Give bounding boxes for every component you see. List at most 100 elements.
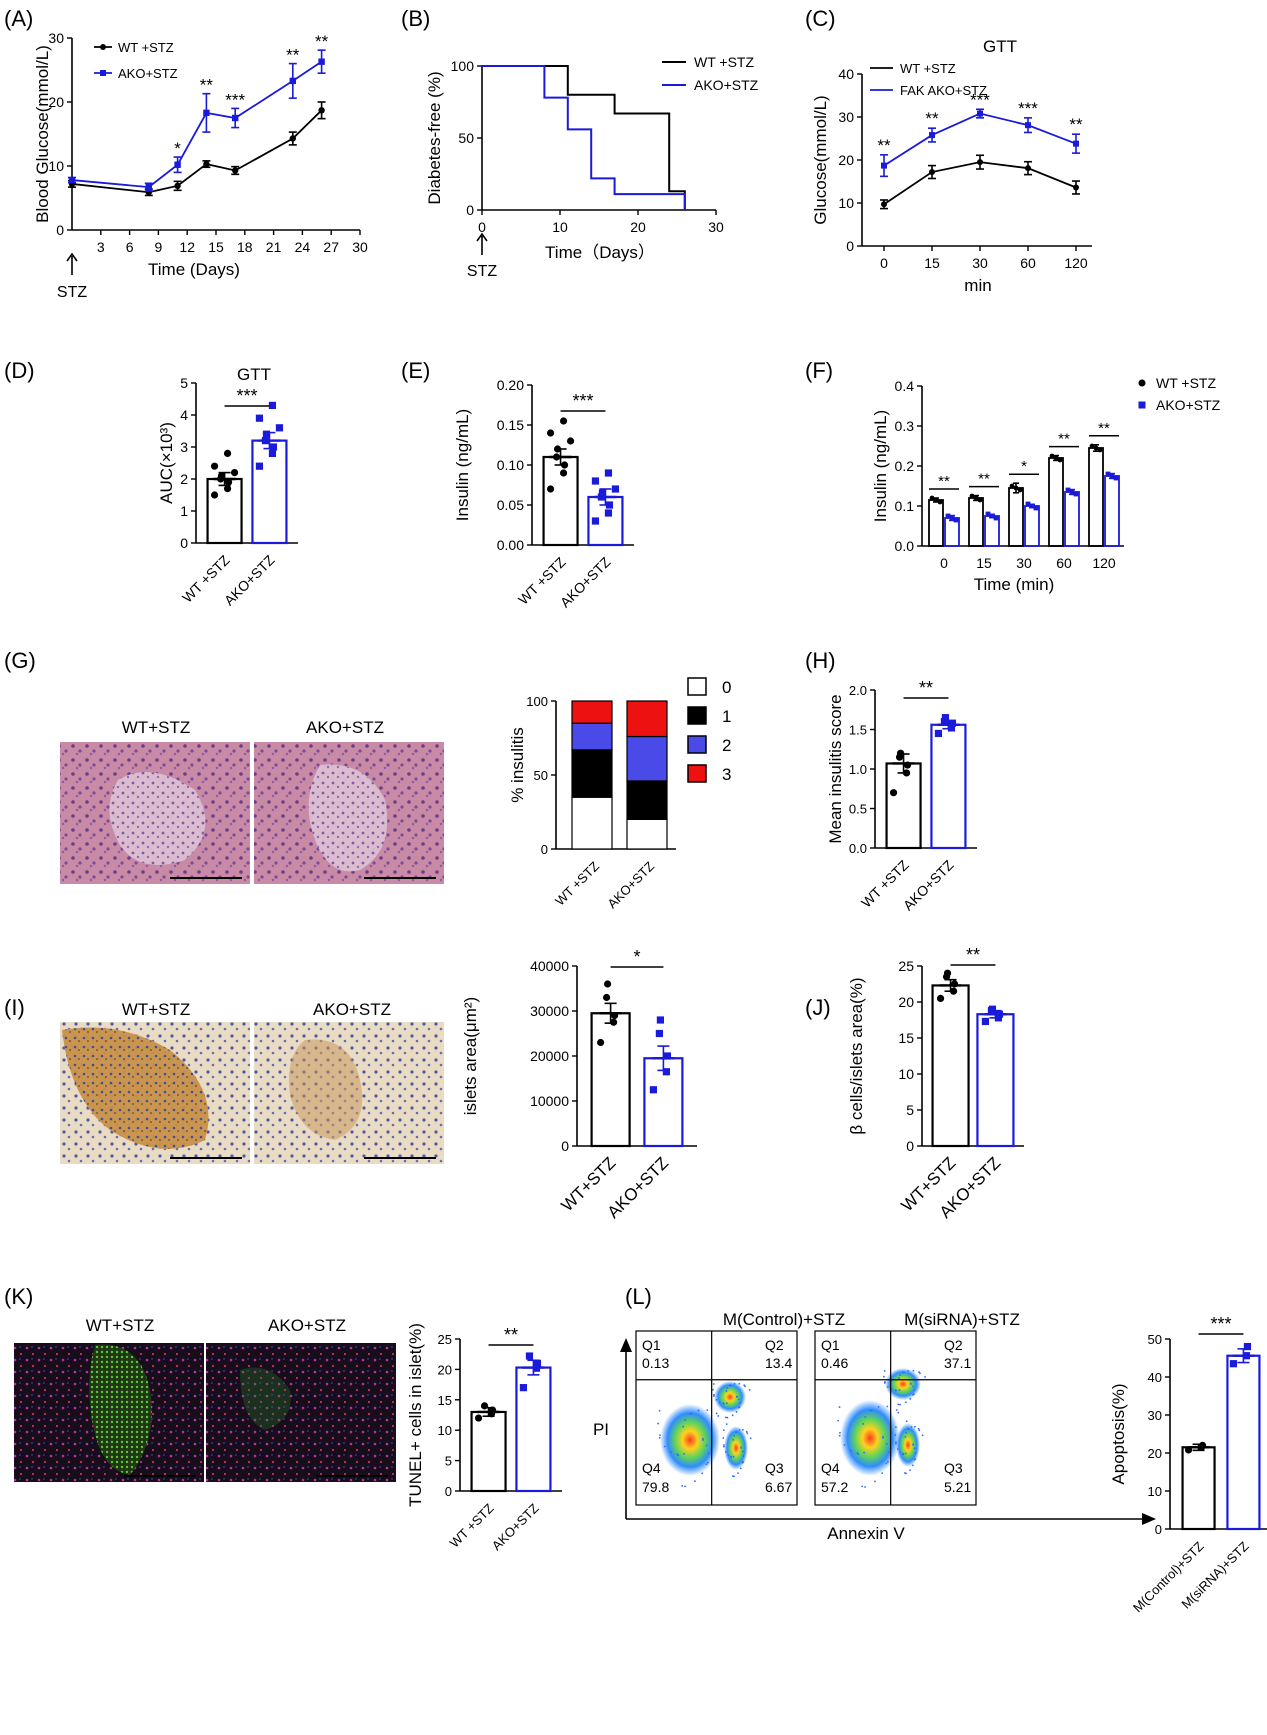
flow-event — [739, 1467, 742, 1470]
stacked-segment — [626, 780, 668, 820]
flow-event — [694, 1480, 696, 1483]
quadrant-value: 5.21 — [944, 1479, 971, 1495]
data-point — [933, 497, 939, 503]
data-point — [937, 499, 943, 505]
y-tick-label: 0.2 — [895, 458, 915, 474]
y-tick-label: 0 — [56, 222, 64, 238]
significance-label: *** — [970, 90, 990, 109]
x-tick-label: AKO+STZ — [604, 858, 657, 911]
flow-event — [738, 1382, 741, 1385]
data-point — [525, 1352, 534, 1360]
quadrant-value: 6.67 — [765, 1479, 792, 1495]
significance-label: ** — [1069, 115, 1083, 134]
flow-event — [904, 1452, 907, 1455]
flow-event — [870, 1409, 873, 1412]
y-axis-label: Glucose(mmol/L) — [811, 95, 830, 224]
flow-event — [730, 1456, 733, 1459]
flow-event — [741, 1450, 744, 1453]
y-tick-label: 20 — [438, 1362, 452, 1377]
y-tick-label: 0 — [466, 202, 474, 218]
panel-L-flow: (L) M(Control)+STZ M(siRNA)+STZ PI Annexin V… — [593, 1284, 1156, 1543]
data-point — [948, 719, 957, 727]
panel-I-images: (I) WT+STZ AKO+STZ — [4, 995, 444, 1164]
y-axis-label: islets area(μm²) — [461, 997, 480, 1115]
y-tick-label: 0 — [1155, 1522, 1162, 1537]
flow-event — [904, 1435, 907, 1438]
y-tick-label: 10 — [48, 158, 64, 174]
panel-letter: (E) — [401, 358, 430, 383]
flow-event — [905, 1431, 907, 1434]
legend-marker-wt — [100, 44, 106, 50]
stz-label: STZ — [57, 284, 87, 301]
flow-event — [914, 1425, 916, 1428]
flow-event — [731, 1414, 734, 1417]
flow-event — [715, 1412, 718, 1415]
panel-letter: (D) — [4, 358, 35, 383]
x-axis-label: Time (Days) — [148, 260, 240, 279]
y-axis-label: Insulin (ng/mL) — [871, 410, 890, 522]
y-axis-label: Mean insulitis score — [826, 694, 845, 843]
y-tick-label: 0 — [846, 238, 854, 254]
significance-label: * — [1021, 458, 1027, 475]
tunel-micrograph-ako — [206, 1343, 396, 1482]
data-point — [973, 495, 979, 501]
flow-event — [737, 1472, 739, 1475]
flow-event — [724, 1451, 727, 1453]
x-tick-label: 60 — [1020, 255, 1036, 271]
flow-event — [909, 1397, 912, 1400]
flow-event — [843, 1443, 846, 1446]
data-point — [988, 1005, 997, 1013]
data-point — [68, 176, 76, 184]
significance-label: ** — [877, 136, 891, 155]
data-point — [902, 769, 911, 777]
flow-event — [895, 1441, 897, 1443]
flow-event — [877, 1406, 880, 1408]
flow-event — [901, 1371, 904, 1374]
data-point — [934, 729, 943, 738]
data-point — [889, 789, 898, 797]
y-tick-label: 0.3 — [895, 418, 915, 434]
flow-event — [663, 1445, 666, 1448]
flow-event — [722, 1437, 725, 1439]
panel-G: (G) WT+STZ AKO+STZ 0 50 100 % insulitis WT +STZ… — [4, 648, 731, 911]
flow-event — [894, 1426, 897, 1429]
flow-event — [909, 1469, 911, 1472]
flow-event — [912, 1393, 915, 1395]
flow-event — [745, 1430, 748, 1433]
flow-event — [861, 1485, 864, 1488]
data-point — [210, 491, 219, 499]
x-tick-label: 6 — [126, 239, 134, 255]
flow-event — [684, 1485, 686, 1488]
data-point — [940, 718, 949, 726]
flow-event — [924, 1376, 926, 1378]
data-point — [1029, 503, 1035, 509]
legend-marker-ako — [1138, 401, 1146, 409]
flow-event — [885, 1442, 888, 1445]
legend-label: 2 — [722, 736, 731, 755]
data-point — [1198, 1441, 1207, 1449]
data-point — [255, 414, 264, 422]
flow-event — [921, 1434, 924, 1437]
stacked-segment — [626, 818, 668, 850]
ihc-micrograph-ako — [254, 1022, 444, 1164]
y-tick-label: 0 — [180, 535, 188, 551]
data-point — [949, 987, 958, 995]
flow-event — [707, 1461, 709, 1464]
y-tick-label: 0.1 — [895, 498, 915, 514]
data-point — [217, 472, 226, 480]
flow-event — [677, 1454, 680, 1457]
flow-event — [742, 1455, 745, 1458]
stz-arrow — [66, 252, 78, 275]
significance-label: ** — [286, 46, 300, 65]
flow-event — [705, 1444, 708, 1447]
flow-event — [881, 1472, 884, 1475]
flow-event — [914, 1457, 917, 1460]
legend-swatch — [687, 735, 707, 754]
y-tick-label: 40000 — [530, 958, 569, 974]
flow-density-cluster — [714, 1381, 746, 1413]
flow-event — [715, 1399, 718, 1401]
y-tick-label: 50 — [1148, 1332, 1162, 1347]
x-tick-label: 18 — [237, 239, 253, 255]
panel-letter: (H) — [805, 648, 836, 673]
data-point — [1073, 140, 1079, 147]
